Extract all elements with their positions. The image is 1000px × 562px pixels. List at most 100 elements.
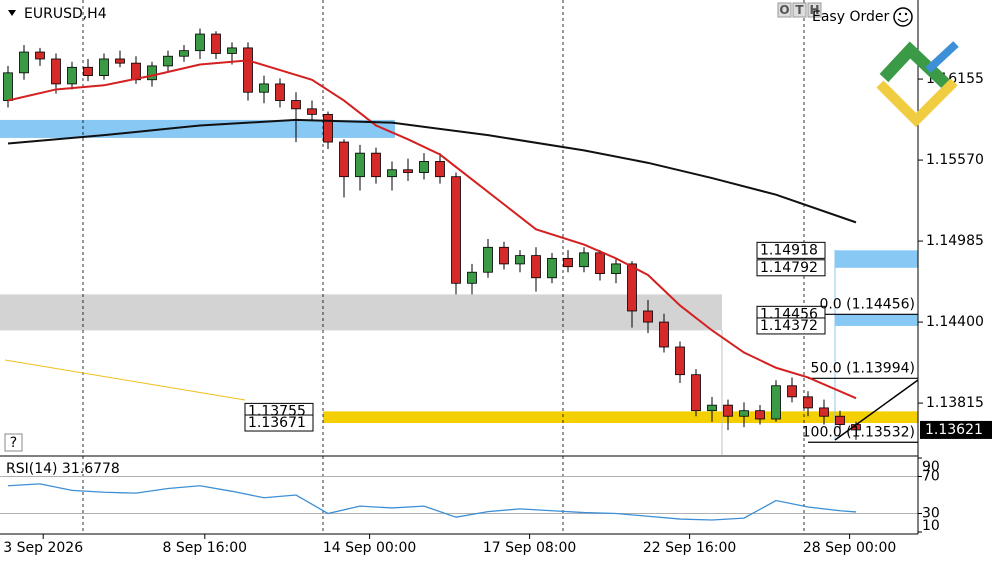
candle-body <box>835 415 845 425</box>
rsi-tick-label: 70 <box>922 469 940 485</box>
smiley-face[interactable] <box>893 7 913 27</box>
smiley-eye <box>898 12 902 16</box>
fib-label: 100.0 (1.13532) <box>802 424 915 440</box>
x-tick-label: 14 Sep 00:00 <box>323 540 416 556</box>
candle-body <box>195 33 205 52</box>
candle-body <box>451 176 461 284</box>
help-label[interactable]: ? <box>10 435 17 451</box>
candle-body <box>275 83 285 101</box>
moving-average <box>7 59 857 400</box>
candle-body <box>739 410 749 417</box>
candle-body <box>243 47 253 93</box>
candle-body <box>259 83 269 93</box>
rsi-tick-label: 90 <box>922 459 940 475</box>
price-label-box <box>756 241 826 259</box>
toolbar-button[interactable] <box>777 2 792 18</box>
y-tick-label: 1.14985 <box>926 233 984 249</box>
toolbar-button-label: T <box>795 3 804 17</box>
candle-body <box>307 108 317 115</box>
smiley[interactable] <box>893 7 913 27</box>
lines <box>7 59 919 521</box>
candle-body <box>3 72 13 101</box>
trend-line <box>834 379 919 441</box>
logo-yellow <box>876 78 958 128</box>
candle-body <box>707 404 717 412</box>
logo-blue <box>925 41 959 73</box>
candle-body <box>211 33 221 54</box>
candle-body <box>323 113 333 143</box>
price-zone <box>835 250 918 268</box>
smiley-mouth <box>897 18 909 23</box>
candle-body <box>787 385 797 398</box>
candle-body <box>531 255 541 279</box>
toolbar-button-label: H <box>809 3 819 17</box>
price-zone <box>0 294 722 331</box>
price-label-box <box>756 317 826 335</box>
candle-body <box>19 51 29 74</box>
candle-body <box>51 58 61 85</box>
guide-line <box>4 359 246 401</box>
candle-body <box>563 257 573 268</box>
candle-body <box>547 257 557 279</box>
smiley-eye <box>904 12 908 16</box>
price-label: 1.13671 <box>248 415 306 431</box>
toolbar-button[interactable] <box>807 2 822 18</box>
candle-body <box>675 346 685 376</box>
easy-order[interactable]: Easy Order <box>812 9 889 25</box>
symbol-title: EURUSD,H4 <box>24 6 107 22</box>
candle-body <box>723 404 733 417</box>
candle-body <box>435 161 445 178</box>
candle-body <box>803 396 813 409</box>
candle-body <box>499 246 509 265</box>
candle-body <box>35 51 45 60</box>
candle-body <box>627 263 637 312</box>
y-tick-label: 1.15570 <box>926 152 984 168</box>
candle-body <box>355 152 365 178</box>
candle-body <box>99 58 109 77</box>
x-tick-label: 28 Sep 00:00 <box>803 540 896 556</box>
price-zone <box>323 411 918 424</box>
candle-body <box>483 246 493 273</box>
toolbar-button[interactable] <box>792 2 807 18</box>
candle-body <box>179 50 189 57</box>
x-tick-label: 17 Sep 08:00 <box>483 540 576 556</box>
y-tick-label: 1.14400 <box>926 314 984 330</box>
candle-body <box>611 263 621 275</box>
candle-body <box>691 374 701 412</box>
candle-body <box>579 252 589 268</box>
fib-label: 50.0 (1.13994) <box>811 360 915 376</box>
candle-body <box>771 385 781 420</box>
x-tick-label: 8 Sep 16:00 <box>163 540 248 556</box>
price-zone <box>0 119 395 138</box>
candles <box>3 28 861 440</box>
candle-body <box>115 58 125 64</box>
x-tick-label: 3 Sep 2026 <box>3 540 83 556</box>
logo-green <box>879 41 955 93</box>
candle-body <box>643 310 653 323</box>
price-label: 1.14792 <box>760 260 818 276</box>
toolbar-button-label: O <box>779 3 789 17</box>
y-tick-label: 1.13815 <box>926 395 984 411</box>
candle-body <box>659 321 669 348</box>
rsi-tick-label: 30 <box>922 506 940 522</box>
price-label-box <box>244 414 314 432</box>
candle-body <box>595 252 605 275</box>
candle-body <box>467 271 477 284</box>
candle-body <box>147 65 157 81</box>
candle-body <box>819 407 829 417</box>
moving-average <box>7 118 857 224</box>
rsi-line <box>7 483 857 521</box>
zones <box>0 119 918 424</box>
grid <box>0 0 923 539</box>
candle-body <box>339 141 349 178</box>
price-zone <box>835 314 918 326</box>
help-button[interactable] <box>4 433 23 452</box>
current-price-box <box>920 420 992 439</box>
current-price: 1.13621 <box>925 422 983 438</box>
price-label: 1.14372 <box>760 318 818 334</box>
candle-body <box>67 66 77 85</box>
